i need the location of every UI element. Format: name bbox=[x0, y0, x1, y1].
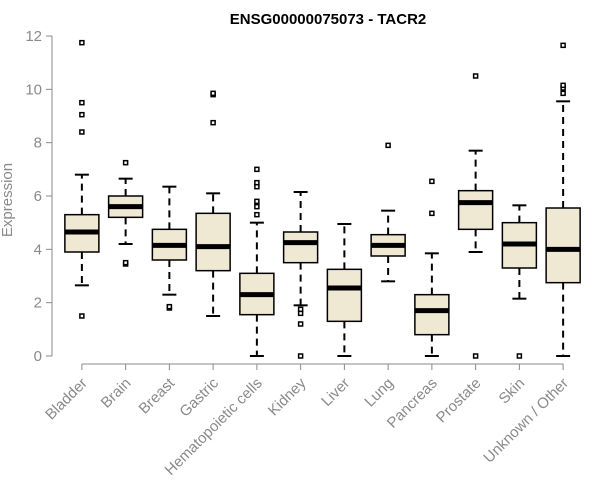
box-pancreas bbox=[414, 178, 450, 357]
outlier-point bbox=[79, 39, 85, 46]
outlier-point bbox=[79, 99, 85, 106]
outlier-point bbox=[79, 129, 85, 135]
outlier-point bbox=[297, 353, 304, 359]
outlier-point bbox=[122, 259, 129, 266]
iqr-box bbox=[282, 231, 319, 264]
y-tick-label: 0 bbox=[34, 348, 42, 365]
outlier-point bbox=[122, 159, 129, 166]
x-tick-label: Breast bbox=[136, 374, 179, 417]
x-tick-label: Bladder bbox=[42, 375, 91, 424]
x-tick-label: Liver bbox=[318, 375, 353, 410]
outlier-point bbox=[385, 142, 391, 149]
outlier-point bbox=[472, 73, 479, 79]
outlier-point bbox=[560, 82, 566, 89]
y-tick-label: 8 bbox=[34, 135, 42, 152]
y-tick-label: 2 bbox=[34, 295, 42, 312]
box-hematopoietic-cells bbox=[239, 166, 275, 357]
box-breast bbox=[151, 185, 188, 311]
y-tick-label: 12 bbox=[25, 28, 42, 45]
outlier-point bbox=[79, 313, 85, 319]
chart-title: ENSG00000075073 - TACR2 bbox=[230, 11, 427, 28]
x-tick-label: Prostate bbox=[433, 375, 485, 427]
iqr-box bbox=[545, 207, 581, 284]
outlier-point bbox=[166, 303, 173, 310]
box-lung bbox=[370, 142, 406, 283]
outlier-point bbox=[254, 166, 260, 173]
outlier-point bbox=[210, 90, 216, 97]
outlier-point bbox=[254, 198, 260, 205]
outlier-point bbox=[254, 179, 260, 186]
box-skin bbox=[501, 204, 538, 359]
outlier-point bbox=[560, 90, 566, 97]
box-bladder bbox=[64, 39, 100, 319]
iqr-box bbox=[457, 189, 494, 231]
x-tick-label: Brain bbox=[98, 375, 135, 412]
outlier-point bbox=[297, 306, 304, 313]
outlier-point bbox=[429, 210, 435, 217]
outlier-point bbox=[472, 353, 479, 359]
iqr-box bbox=[414, 293, 450, 336]
box-unknown-other bbox=[545, 42, 581, 357]
y-tick-label: 10 bbox=[25, 81, 42, 98]
box-liver bbox=[326, 223, 363, 357]
iqr-box bbox=[195, 212, 231, 272]
outlier-point bbox=[297, 321, 304, 327]
box-gastric bbox=[195, 90, 231, 317]
outlier-point bbox=[429, 178, 435, 185]
iqr-box bbox=[326, 268, 363, 323]
outlier-point bbox=[254, 203, 260, 210]
outlier-point bbox=[254, 211, 260, 218]
y-axis-label: Expression bbox=[0, 163, 16, 237]
outlier-point bbox=[516, 353, 523, 359]
y-tick-label: 4 bbox=[34, 241, 42, 258]
x-tick-label: Kidney bbox=[265, 374, 310, 419]
y-axis: 0 2 4 6 8 10 12 bbox=[25, 28, 53, 365]
box-prostate bbox=[457, 73, 494, 359]
x-tick-label: Lung bbox=[361, 375, 397, 411]
outlier-point bbox=[560, 42, 566, 49]
outlier-point bbox=[210, 119, 216, 126]
outlier-point bbox=[79, 111, 85, 118]
x-tick-label: Skin bbox=[496, 375, 529, 408]
y-tick-label: 6 bbox=[34, 188, 42, 205]
box-kidney bbox=[282, 191, 319, 359]
box-brain bbox=[107, 159, 144, 267]
boxes-group bbox=[64, 39, 581, 359]
